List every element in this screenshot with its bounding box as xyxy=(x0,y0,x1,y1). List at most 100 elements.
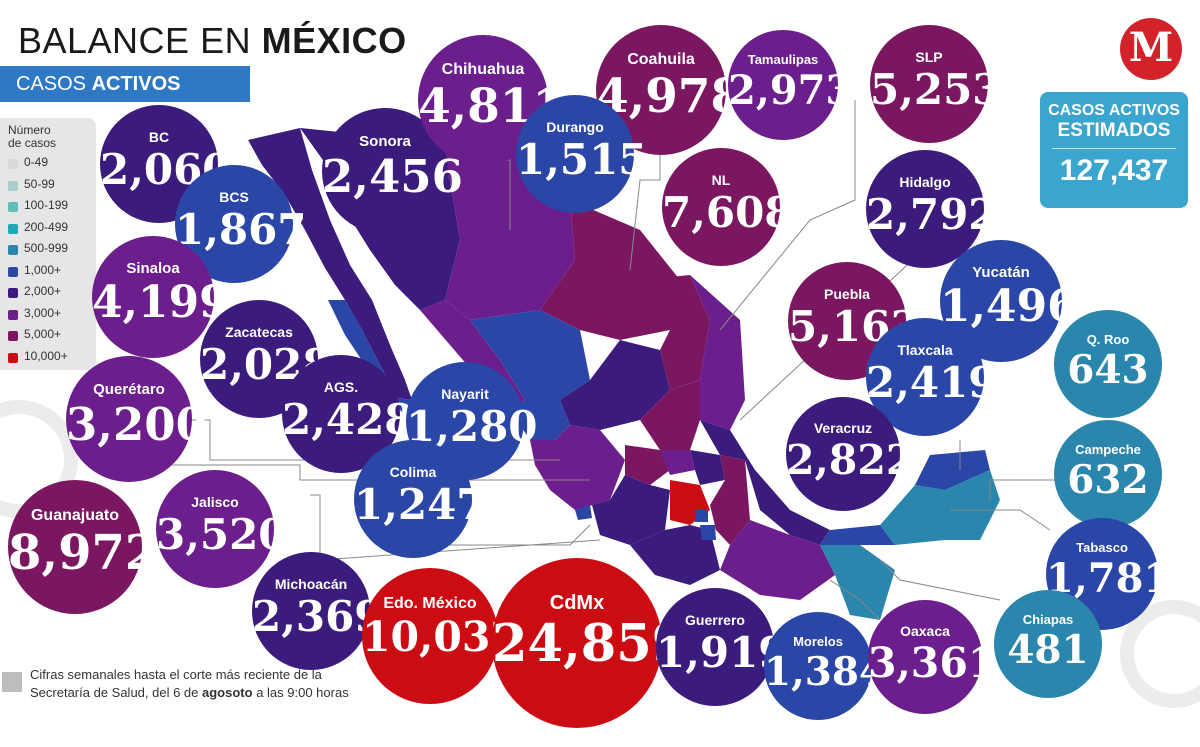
map-zacatecas xyxy=(560,340,670,430)
legend-label: 200-499 xyxy=(24,219,69,234)
estimated-label-line1: CASOS ACTIVOS xyxy=(1048,102,1180,119)
state-bubble-nayarit: Nayarit 1,280 xyxy=(406,362,538,480)
map-veracruz xyxy=(700,420,830,545)
state-name: Oaxaca xyxy=(900,623,950,639)
state-bubble-slp: SLP 5,253 xyxy=(870,25,1002,143)
state-value: 643 xyxy=(1067,347,1149,393)
legend-label: 10,000+ xyxy=(24,348,68,363)
state-name: BCS xyxy=(219,189,249,205)
state-bubble-ags: AGS. 2,428 xyxy=(282,355,414,473)
legend-swatch xyxy=(8,266,18,277)
legend-label: 5,000+ xyxy=(24,327,62,341)
state-bubble-bcs: BCS 1,867 xyxy=(175,165,307,283)
state-bubble-colima: Colima 1,247 xyxy=(354,440,486,558)
state-bubble-guanajuato: Guanajuato 8,972 xyxy=(8,480,159,614)
state-bubble-chiapas: Chiapas 481 xyxy=(994,590,1102,698)
map-durango xyxy=(470,310,590,400)
state-value: 2,428 xyxy=(282,395,414,444)
state-name: Tabasco xyxy=(1076,540,1128,555)
map-guerrero xyxy=(630,525,720,585)
state-name: Durango xyxy=(546,119,604,135)
legend-label: 50-99 xyxy=(24,176,55,191)
subtitle-bar: CASOS ACTIVOS xyxy=(0,66,250,102)
map-tamaulipas xyxy=(690,275,745,430)
legend-label: 2,000+ xyxy=(24,284,62,298)
state-value: 4,199 xyxy=(92,277,230,328)
estimated-divider xyxy=(1052,148,1176,149)
legend-label: 500-999 xyxy=(24,241,69,255)
logo-letter: M xyxy=(1128,24,1174,71)
map-nayarit xyxy=(510,400,570,440)
state-bubble-coahuila: Coahuila 4,978 xyxy=(596,25,744,155)
state-name: Veracruz xyxy=(813,420,873,436)
state-value: 10,032 xyxy=(362,613,519,661)
state-value: 2,792 xyxy=(866,190,998,239)
state-name: Tlaxcala xyxy=(897,342,953,358)
state-name: Puebla xyxy=(824,286,870,302)
footnote-marker xyxy=(2,672,22,692)
state-bubble-tamaulipas: Tamaulipas 2,973 xyxy=(728,30,853,140)
state-value: 481 xyxy=(1007,627,1089,673)
state-value: 1,919 xyxy=(656,628,788,677)
legend-label: 3,000+ xyxy=(24,305,62,320)
state-bubble-michoacan: Michoacán 2,369 xyxy=(252,552,384,670)
brand-logo: M xyxy=(1120,18,1182,80)
state-bubble-guerrero: Guerrero 1,919 xyxy=(656,588,788,706)
state-bubble-yucatan: Yucatán 1,496 xyxy=(940,240,1078,362)
legend-item: 2,000+ xyxy=(8,283,90,303)
state-value: 3,520 xyxy=(156,510,288,559)
estimated-label-line2: ESTIMADOS xyxy=(1057,120,1171,141)
legend-item: 200-499 xyxy=(8,219,90,239)
state-name: Yucatán xyxy=(972,264,1030,281)
state-name: NL xyxy=(711,172,731,188)
estimated-cases-box: CASOS ACTIVOS ESTIMADOS 127,437 xyxy=(1040,92,1188,208)
state-value: 2,822 xyxy=(786,436,915,484)
state-name: Coahuila xyxy=(627,51,695,68)
legend-item: 3,000+ xyxy=(8,305,90,325)
legend-title: Número de casos xyxy=(8,123,57,150)
map-colima xyxy=(575,505,592,520)
legend-item: 1,000+ xyxy=(8,262,90,282)
map-puebla xyxy=(710,455,750,545)
map-jalisco xyxy=(530,425,625,510)
state-name: Colima xyxy=(389,464,437,480)
state-value: 4,978 xyxy=(596,69,744,124)
map-queretaro xyxy=(660,450,695,475)
state-value: 2,419 xyxy=(866,358,998,407)
legend-item: 0-49 xyxy=(8,154,90,174)
map-coahuila xyxy=(540,200,680,340)
legend-swatch xyxy=(8,352,18,363)
state-name: Querétaro xyxy=(93,381,165,398)
state-name: Campeche xyxy=(1075,442,1141,457)
map-michoacan xyxy=(592,475,670,545)
map-chiapas xyxy=(820,545,895,620)
state-name: Chiapas xyxy=(1022,612,1074,627)
legend-swatch xyxy=(8,223,18,234)
state-bubble-qroo: Q. Roo 643 xyxy=(1054,310,1162,418)
state-value: 3,200 xyxy=(66,398,207,451)
state-value: 24,859 xyxy=(492,614,688,674)
map-hidalgo xyxy=(690,450,725,485)
state-name: Q. Roo xyxy=(1086,332,1130,347)
state-name: Guanajuato xyxy=(30,507,119,524)
state-value: 1,384 xyxy=(764,649,887,695)
legend-swatch xyxy=(8,309,18,320)
map-qroo xyxy=(945,470,1000,540)
legend-swatch xyxy=(8,180,18,191)
state-bubble-cdmx: CdMx 24,859 xyxy=(492,558,688,728)
state-bubble-morelos: Morelos 1,384 xyxy=(764,612,887,720)
legend-swatch xyxy=(8,159,18,169)
state-bubble-durango: Durango 1,515 xyxy=(516,95,648,213)
state-value: 2,369 xyxy=(252,592,384,641)
state-name: AGS. xyxy=(323,379,359,395)
state-bubble-queretaro: Querétaro 3,200 xyxy=(66,356,207,482)
legend-label: 1,000+ xyxy=(24,262,62,277)
state-name: Zacatecas xyxy=(225,324,293,340)
legend-swatch xyxy=(8,202,18,212)
state-value: 632 xyxy=(1067,457,1149,503)
state-bubble-oaxaca: Oaxaca 3,361 xyxy=(868,600,996,714)
legend-item: 500-999 xyxy=(8,240,90,260)
state-name: SLP xyxy=(915,49,943,65)
state-value: 8,972 xyxy=(8,525,159,581)
state-name: Chihuahua xyxy=(441,61,525,78)
